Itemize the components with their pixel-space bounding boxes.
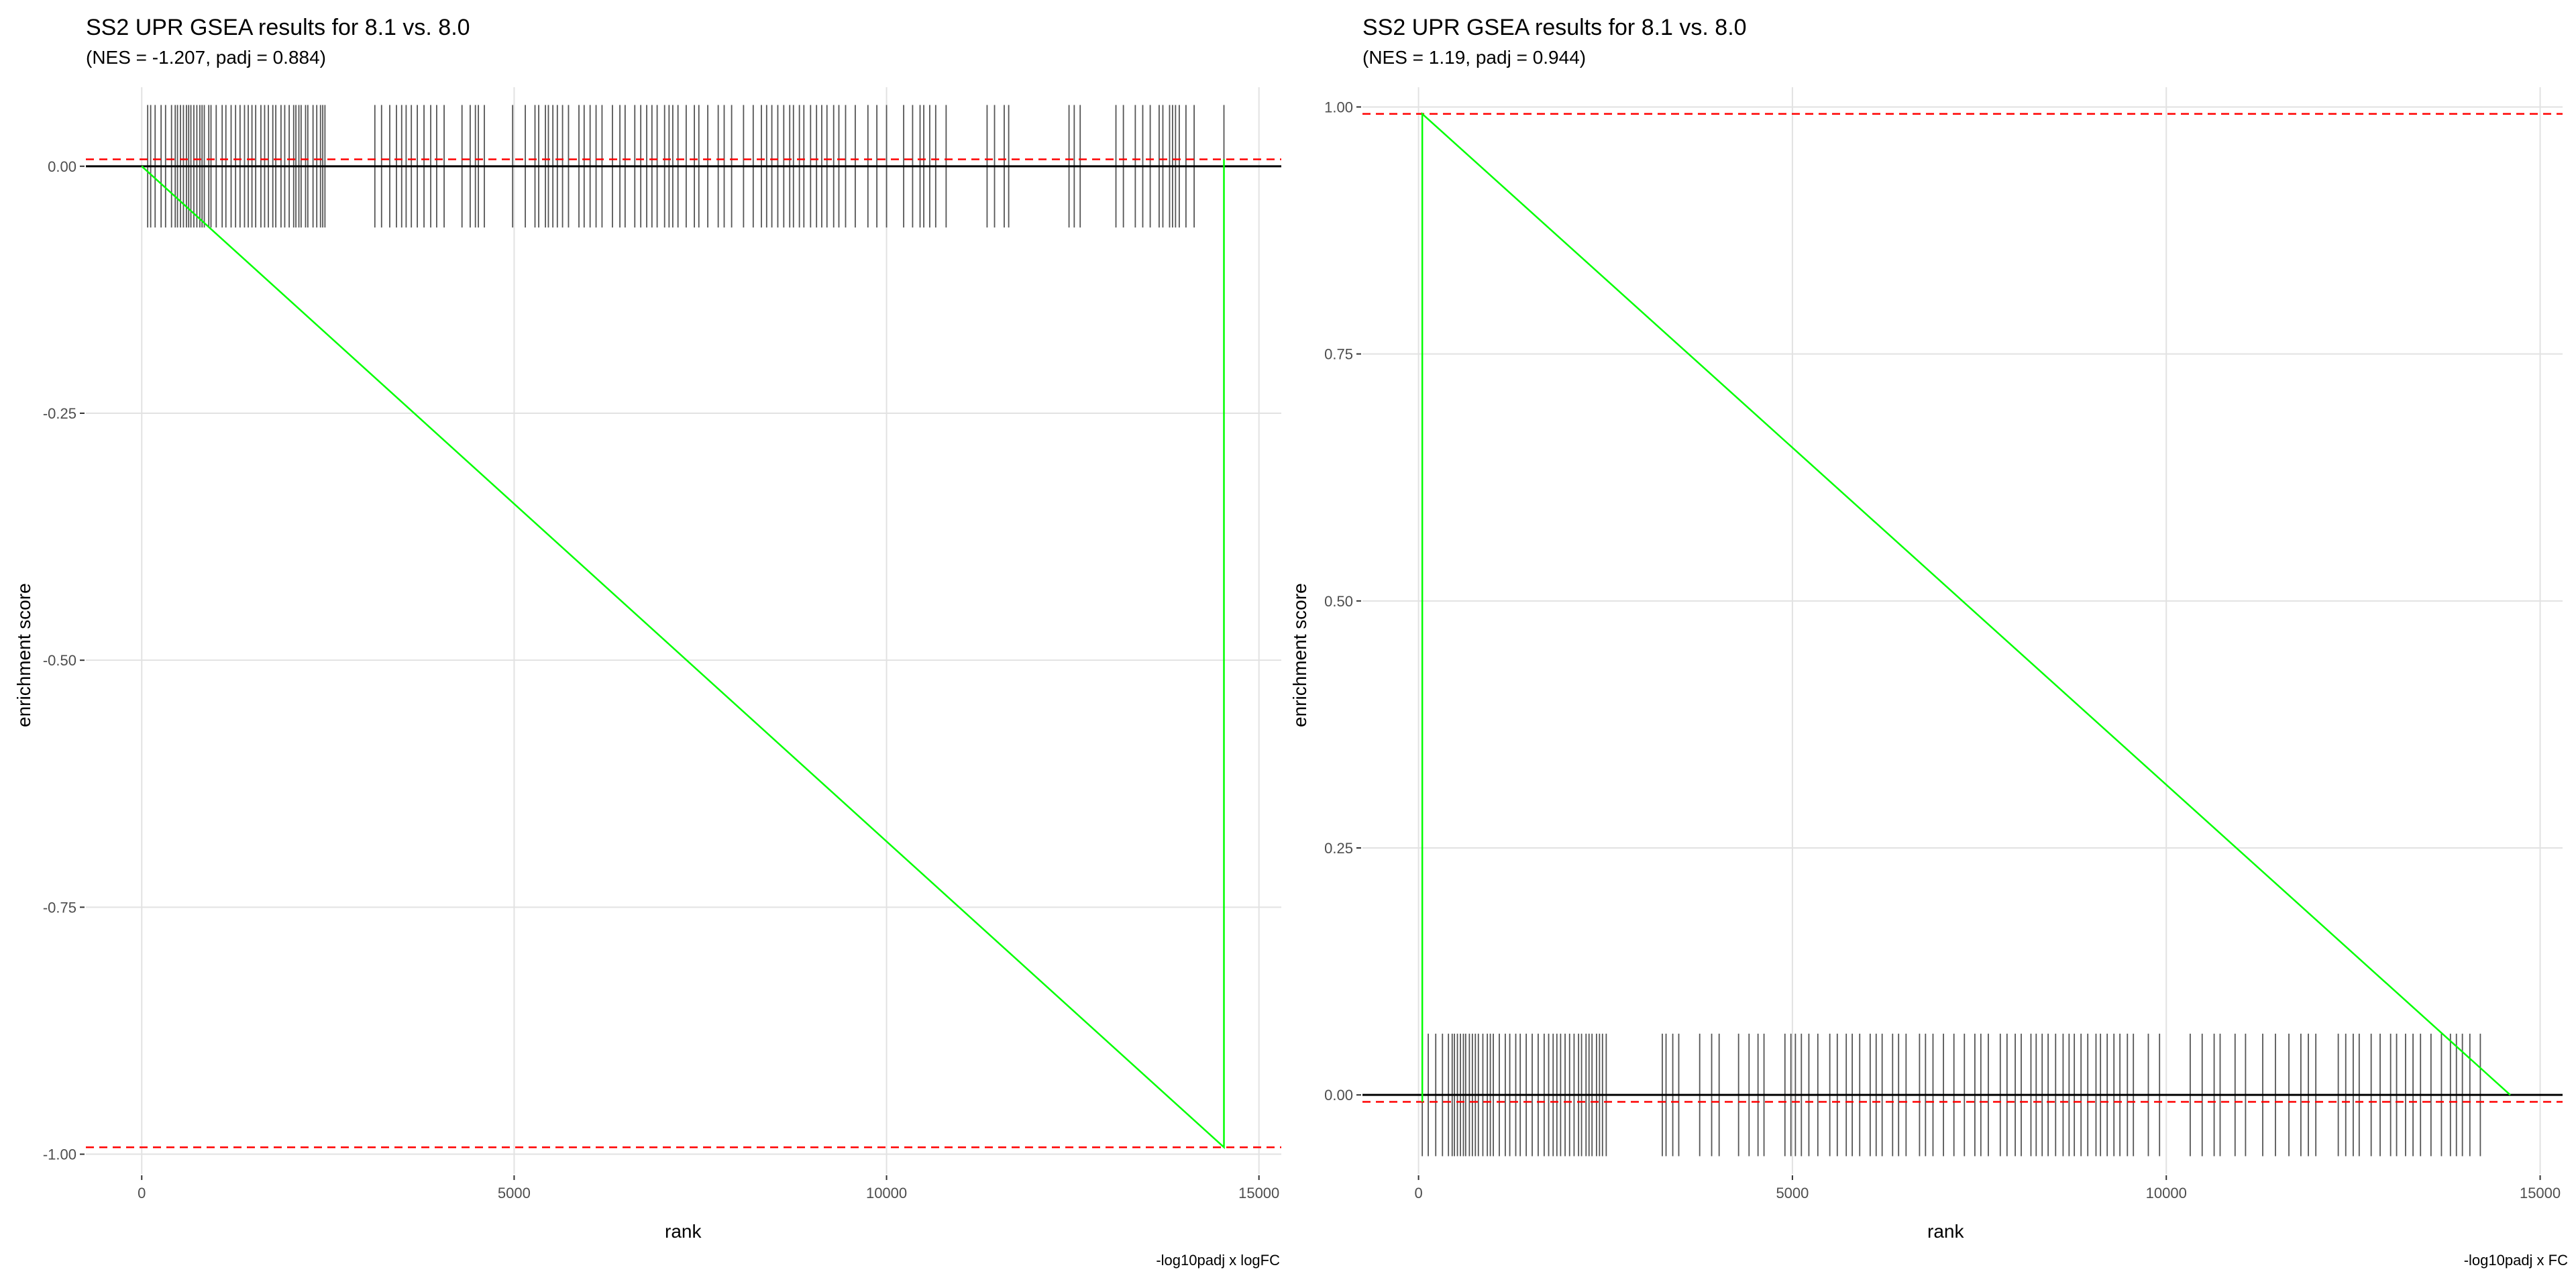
x-tick-label: 0: [1414, 1185, 1422, 1201]
x-tick-label: 5000: [1776, 1185, 1809, 1201]
plot-area: 1.00 0.75 0.50 0.25 0.00 0 5000 10000 15000: [1324, 87, 2563, 1201]
x-tick-label: 0: [138, 1185, 146, 1201]
y-tick-label: 0.00: [48, 158, 76, 175]
plot-caption: -log10padj x FC: [2463, 1252, 2568, 1269]
running-enrichment-score-line: [1421, 111, 2511, 1102]
chart-title: SS2 UPR GSEA results for 8.1 vs. 8.0: [86, 15, 470, 40]
y-tick-label: -0.25: [43, 405, 76, 422]
plot-caption: -log10padj x logFC: [1156, 1252, 1280, 1269]
gsea-panel-right: SS2 UPR GSEA results for 8.1 vs. 8.0 (NE…: [1288, 0, 2576, 1288]
chart-subtitle: (NES = 1.19, padj = 0.944): [1362, 47, 1587, 68]
x-tick-label: 5000: [498, 1185, 531, 1201]
y-tick-label: 0.50: [1324, 593, 1353, 610]
y-tick-label: 0.25: [1324, 840, 1353, 857]
x-axis-title: rank: [1927, 1221, 1964, 1242]
y-tick-label: 0.00: [1324, 1087, 1353, 1104]
y-tick-label: -0.75: [43, 899, 76, 916]
x-tick-label: 10000: [866, 1185, 907, 1201]
chart-subtitle: (NES = -1.207, padj = 0.884): [86, 47, 326, 68]
x-axis-title: rank: [665, 1221, 702, 1242]
x-tick-label: 15000: [1238, 1185, 1279, 1201]
y-tick-label: 0.75: [1324, 346, 1353, 363]
gsea-panel-left: SS2 UPR GSEA results for 8.1 vs. 8.0 (NE…: [13, 15, 1281, 1269]
y-tick-label: 1.00: [1324, 99, 1353, 115]
chart-title: SS2 UPR GSEA results for 8.1 vs. 8.0: [1362, 15, 1747, 40]
y-tick-label: -0.50: [43, 652, 76, 669]
y-axis-title: enrichment score: [1289, 583, 1310, 727]
plot-area: 0.00 -0.25 -0.50 -0.75 -1.00 0 5000 10000 15000: [43, 87, 1281, 1201]
x-tick-label: 10000: [2146, 1185, 2187, 1201]
y-axis-title: enrichment score: [13, 583, 34, 727]
y-tick-label: -1.00: [43, 1146, 76, 1163]
running-enrichment-score-line: [141, 159, 1225, 1150]
x-tick-label: 15000: [2520, 1185, 2561, 1201]
